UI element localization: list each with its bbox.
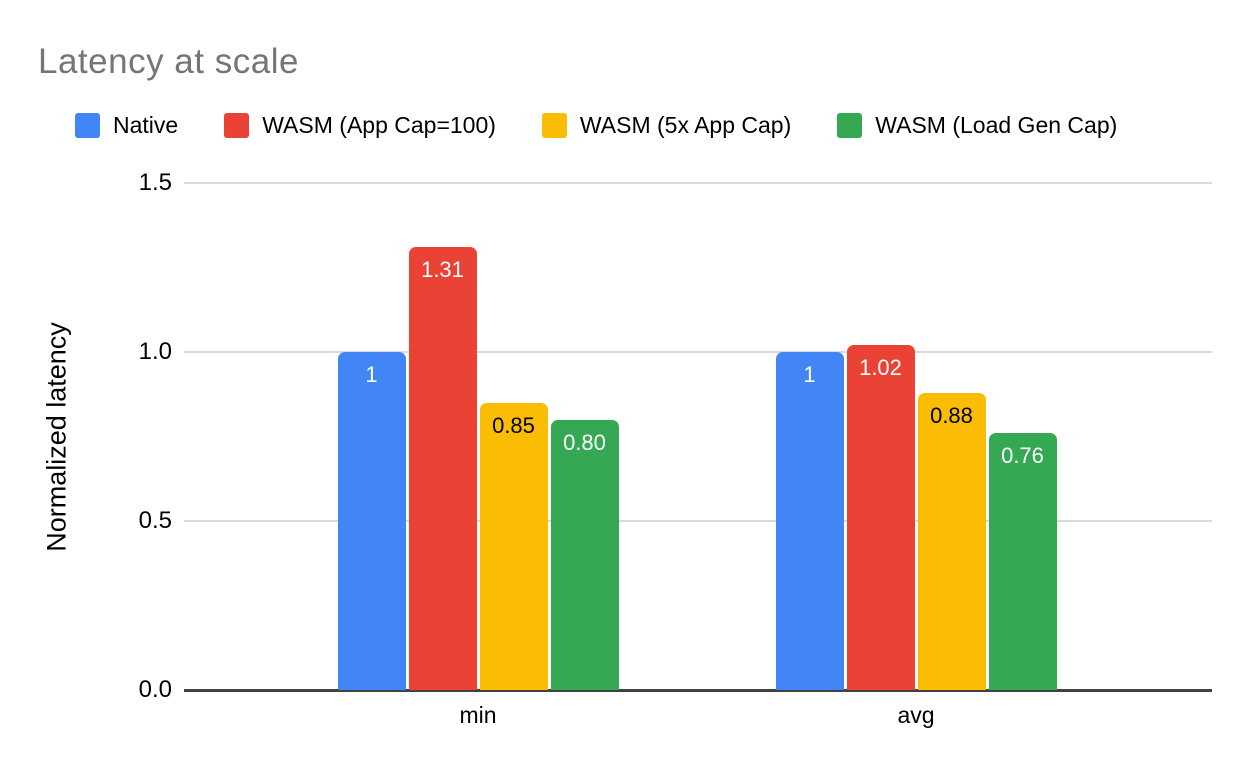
bar-avg-native: 1 xyxy=(775,352,844,690)
bar-avg-wasm-load-gen-cap: 0.76 xyxy=(988,433,1057,690)
bar-value-label-min-wasm-app-cap-100: 1.31 xyxy=(421,257,464,283)
legend: Native WASM (App Cap=100) WASM (5x App Cap… xyxy=(75,112,1117,139)
x-axis-baseline xyxy=(184,688,1212,692)
bar-value-label-avg-wasm-load-gen-cap: 0.76 xyxy=(1001,443,1044,469)
chart-title: Latency at scale xyxy=(38,42,299,81)
bar-min-wasm-load-gen-cap: 0.80 xyxy=(550,419,619,690)
y-tick-label-0.5: 0.5 xyxy=(138,507,172,534)
x-category-label-min: min xyxy=(459,702,497,728)
legend-label-wasm-5x-app-cap: WASM (5x App Cap) xyxy=(579,112,792,138)
legend-item-wasm-app-cap-100: WASM (App Cap=100) xyxy=(224,112,496,139)
y-tick-label-0.0: 0.0 xyxy=(138,676,172,703)
bar-min-wasm-5x-app-cap: 0.85 xyxy=(479,402,548,690)
legend-label-wasm-load-gen-cap: WASM (Load Gen Cap) xyxy=(875,112,1118,138)
y-axis-title: Normalized latency xyxy=(41,322,72,552)
legend-swatch-native xyxy=(75,113,100,138)
bar-value-label-avg-native: 1 xyxy=(803,362,816,387)
bar-avg-wasm-5x-app-cap: 0.88 xyxy=(917,392,986,690)
bar-value-label-avg-wasm-5x-app-cap: 0.88 xyxy=(930,402,973,428)
legend-label-native: Native xyxy=(113,112,179,138)
legend-item-native: Native xyxy=(75,112,178,139)
bar-min-native: 1 xyxy=(337,352,406,690)
bar-value-label-avg-wasm-app-cap-100: 1.02 xyxy=(859,355,902,381)
bar-avg-wasm-app-cap-100: 1.02 xyxy=(846,345,915,690)
bar-min-wasm-app-cap-100: 1.31 xyxy=(408,247,477,690)
legend-swatch-wasm-5x-app-cap xyxy=(541,113,567,138)
legend-swatch-wasm-app-cap-100 xyxy=(224,113,250,138)
gridline-y-1.0 xyxy=(184,351,1212,353)
legend-label-wasm-app-cap-100: WASM (App Cap=100) xyxy=(262,112,496,138)
legend-item-wasm-5x-app-cap: WASM (5x App Cap) xyxy=(541,112,792,139)
gridline-y-1.5 xyxy=(184,182,1212,184)
legend-swatch-wasm-load-gen-cap xyxy=(837,113,863,138)
gridline-y-0.5 xyxy=(184,520,1212,522)
y-tick-label-1.0: 1.0 xyxy=(138,338,172,365)
y-tick-label-1.5: 1.5 xyxy=(138,169,172,196)
bar-value-label-min-wasm-5x-app-cap: 0.85 xyxy=(492,412,535,438)
bar-value-label-min-native: 1 xyxy=(365,362,378,387)
x-category-label-avg: avg xyxy=(897,702,935,728)
legend-item-wasm-load-gen-cap: WASM (Load Gen Cap) xyxy=(837,112,1117,139)
bar-value-label-min-wasm-load-gen-cap: 0.80 xyxy=(563,429,606,455)
